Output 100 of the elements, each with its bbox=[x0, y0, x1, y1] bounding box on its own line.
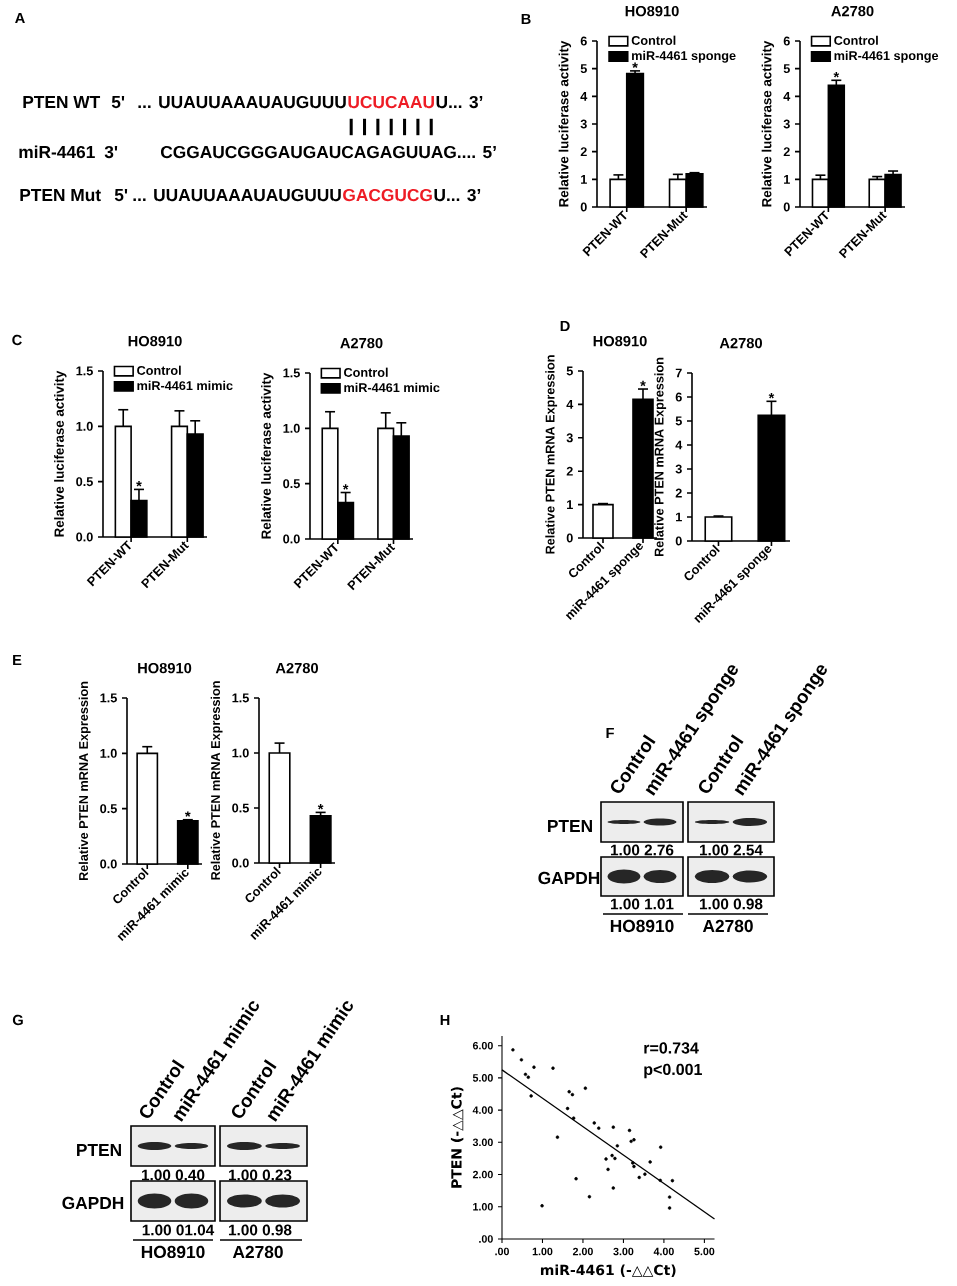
annotation: * bbox=[632, 62, 638, 68]
y-tick-label: 0.0 bbox=[232, 858, 249, 868]
y-tick-label: 3 bbox=[783, 119, 790, 129]
text: 1.00 2.54 bbox=[699, 844, 763, 856]
point bbox=[658, 1178, 663, 1183]
text: ... UUAUUAAAUAUGUUU bbox=[133, 188, 341, 202]
point bbox=[606, 1167, 610, 1172]
y-tick-label: 4.00 bbox=[472, 1106, 493, 1114]
point bbox=[540, 1204, 544, 1208]
y-axis-title: PTEN (-△△Ct) bbox=[450, 1087, 464, 1188]
y-tick-label: 1.0 bbox=[76, 421, 93, 431]
annotation: * bbox=[185, 811, 191, 817]
point bbox=[519, 1058, 524, 1062]
text: B bbox=[521, 13, 531, 25]
point bbox=[571, 1116, 576, 1120]
annotation: * bbox=[640, 380, 646, 387]
x-tick-label: 5.00 bbox=[694, 1247, 715, 1256]
y-tick-label: 1.00 bbox=[473, 1203, 493, 1211]
y-tick-label: 0 bbox=[783, 202, 790, 212]
point bbox=[648, 1160, 652, 1164]
y-tick-label: 1 bbox=[784, 174, 790, 184]
point bbox=[611, 1125, 616, 1129]
point bbox=[565, 1106, 570, 1111]
y-axis-title: Relative PTEN mRNA Expression bbox=[654, 357, 667, 557]
point bbox=[615, 1144, 620, 1148]
text: H bbox=[440, 1014, 450, 1026]
chart-title: HO8910 bbox=[138, 662, 192, 674]
point bbox=[529, 1094, 533, 1098]
point bbox=[643, 1172, 647, 1176]
y-tick-label: 1 bbox=[676, 512, 682, 522]
annotation: * bbox=[136, 481, 142, 487]
x-tick-label: .00 bbox=[495, 1247, 509, 1256]
point bbox=[551, 1066, 555, 1070]
y-tick-label: 0.5 bbox=[232, 803, 249, 813]
point bbox=[604, 1157, 608, 1161]
point bbox=[667, 1206, 672, 1210]
y-tick-label: 1.0 bbox=[232, 748, 249, 758]
y-tick-label: 5 bbox=[783, 64, 790, 74]
annotation: * bbox=[768, 392, 775, 399]
y-tick-label: 2 bbox=[675, 488, 682, 498]
text: C bbox=[12, 334, 22, 346]
legend-label: Control bbox=[137, 365, 181, 375]
text: 1.00 2.76 bbox=[610, 844, 674, 856]
y-tick-label: 5 bbox=[580, 64, 587, 74]
y-tick-label: 2 bbox=[566, 466, 573, 476]
y-tick-label: 2 bbox=[580, 147, 587, 157]
point bbox=[567, 1090, 571, 1094]
y-tick-label: 5 bbox=[566, 366, 573, 376]
text: U... 3’ bbox=[434, 188, 481, 202]
y-tick-label: 4 bbox=[580, 91, 588, 101]
y-tick-label: 0 bbox=[566, 533, 573, 543]
y-tick-label: 5 bbox=[675, 416, 682, 426]
y-axis-title: Relative PTEN mRNA Expression bbox=[545, 355, 558, 554]
chart-title: A2780 bbox=[719, 337, 762, 349]
text: 3' bbox=[104, 145, 118, 159]
point bbox=[632, 1164, 636, 1169]
point bbox=[613, 1156, 617, 1161]
legend-label: miR-4461 sponge bbox=[834, 50, 939, 63]
text: UCUCAAU bbox=[348, 95, 434, 109]
y-tick-label: 3 bbox=[675, 464, 682, 474]
y-tick-label: 6 bbox=[783, 36, 790, 46]
y-tick-label: 0.0 bbox=[76, 532, 93, 542]
y-tick-label: 1.5 bbox=[100, 693, 117, 703]
y-tick-label: 6.00 bbox=[472, 1041, 493, 1050]
y-tick-label: 1.0 bbox=[283, 423, 300, 433]
y-tick-label: 1.0 bbox=[100, 748, 117, 758]
point bbox=[526, 1075, 531, 1079]
point bbox=[523, 1072, 528, 1077]
y-axis-title: Relative PTEN mRNA Expression bbox=[210, 681, 223, 880]
text: | | | | | | | bbox=[349, 118, 433, 136]
text: GAPDH bbox=[538, 871, 600, 885]
y-tick-label: 0.5 bbox=[76, 477, 93, 487]
point bbox=[629, 1139, 633, 1144]
y-axis-title: Relative PTEN mRNA Expression bbox=[78, 681, 91, 881]
text: A2780 bbox=[702, 919, 753, 933]
y-tick-label: 0 bbox=[580, 202, 587, 212]
chart-title: A2780 bbox=[340, 337, 383, 349]
point bbox=[570, 1092, 575, 1097]
y-axis-title: Relative luciferase activity bbox=[54, 370, 67, 537]
chart-title: A2780 bbox=[831, 5, 874, 17]
text: G bbox=[12, 1014, 23, 1026]
text: PTEN bbox=[77, 1144, 121, 1156]
y-tick-label: 4 bbox=[675, 440, 683, 450]
text: 1.00 0.23 bbox=[228, 1169, 292, 1181]
point bbox=[532, 1065, 536, 1069]
x-axis-title: miR-4461 (-△△Ct) bbox=[540, 1264, 676, 1277]
text: 1.00 01.04 bbox=[142, 1224, 215, 1236]
text: PTEN bbox=[548, 820, 592, 832]
text: HO8910 bbox=[610, 919, 674, 933]
legend-label: miR-4461 mimic bbox=[137, 380, 233, 391]
y-tick-label: 3 bbox=[566, 433, 573, 443]
chart-title: A2780 bbox=[275, 662, 318, 674]
point bbox=[670, 1178, 675, 1183]
y-tick-label: 1.5 bbox=[76, 366, 93, 376]
annotation: * bbox=[833, 71, 840, 78]
point bbox=[555, 1135, 560, 1139]
y-tick-label: 1 bbox=[581, 174, 587, 184]
y-axis-title: Relative luciferase activity bbox=[761, 40, 775, 207]
text: 1.00 0.98 bbox=[699, 898, 763, 910]
text: 1.00 0.98 bbox=[228, 1224, 292, 1236]
